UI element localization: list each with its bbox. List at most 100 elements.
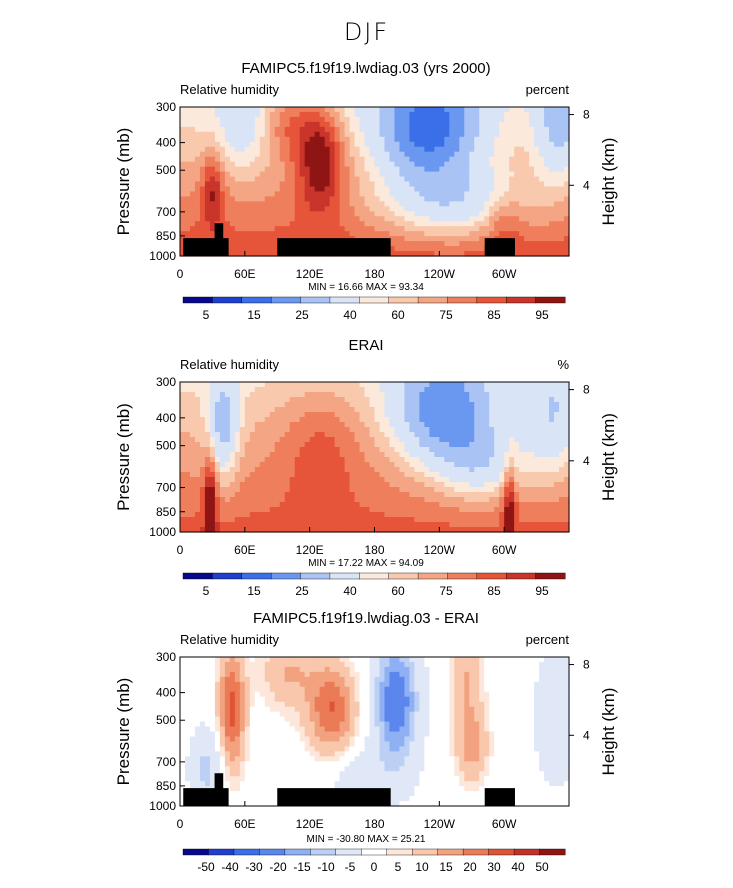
heatmap-cell	[299, 522, 306, 528]
colorbar-swatch	[447, 572, 478, 580]
heatmap-cell	[239, 116, 246, 123]
heatmap-cell	[534, 171, 540, 178]
heatmap-cell	[334, 201, 341, 207]
heatmap-cell	[284, 472, 291, 478]
heatmap-cell	[429, 186, 435, 193]
heatmap-cell	[479, 201, 485, 207]
heatmap-cell	[264, 412, 271, 418]
heatmap-cell	[319, 211, 326, 217]
heatmap-cell	[234, 191, 241, 197]
heatmap-cell	[449, 487, 455, 493]
heatmap-cell	[509, 221, 515, 227]
heatmap-cell	[554, 437, 560, 443]
heatmap-cell	[180, 216, 186, 222]
heatmap-cell	[494, 497, 500, 503]
heatmap-cell	[304, 231, 311, 237]
heatmap-cell	[249, 156, 256, 163]
heatmap-cell	[239, 412, 246, 418]
heatmap-cell	[269, 472, 276, 478]
y-axis-title: Pressure (mb)	[114, 403, 133, 511]
heatmap-cell	[349, 201, 356, 207]
heatmap-cell	[514, 522, 520, 528]
heatmap-cell	[234, 522, 241, 528]
heatmap-cell	[559, 107, 565, 113]
heatmap-cell	[539, 176, 545, 183]
heatmap-cell	[489, 457, 495, 463]
heatmap-cell	[449, 236, 455, 242]
heatmap-cell	[409, 151, 415, 158]
heatmap-cell	[264, 236, 271, 242]
heatmap-cell	[479, 221, 485, 227]
heatmap-cell	[479, 452, 485, 458]
heatmap-cell	[529, 146, 535, 153]
heatmap-cell	[339, 477, 346, 483]
heatmap-cell	[309, 666, 316, 673]
heatmap-cell	[254, 161, 261, 168]
heatmap-cell	[439, 422, 445, 428]
heatmap-cell	[349, 107, 356, 113]
heatmap-cell	[279, 482, 286, 488]
y-right-tick-label: 4	[583, 454, 590, 468]
heatmap-cell	[309, 432, 316, 438]
heatmap-cell	[339, 467, 346, 473]
heatmap-cell	[374, 502, 381, 508]
heatmap-cell	[444, 417, 450, 423]
heatmap-cell	[474, 191, 480, 197]
heatmap-cell	[294, 156, 301, 163]
heatmap-cell	[249, 251, 256, 257]
heatmap-cell	[274, 482, 281, 488]
heatmap-cell	[534, 507, 540, 513]
heatmap-cell	[509, 661, 515, 668]
heatmap-cell	[484, 657, 490, 663]
heatmap-cell	[180, 517, 186, 523]
heatmap-cell	[439, 251, 445, 257]
heatmap-cell	[519, 457, 525, 463]
heatmap-cell	[534, 392, 540, 398]
heatmap-cell	[449, 151, 455, 158]
heatmap-cell	[474, 457, 480, 463]
heatmap-cell	[229, 196, 236, 202]
heatmap-cell	[399, 517, 406, 523]
heatmap-cell	[454, 522, 460, 528]
heatmap-cell	[324, 176, 331, 183]
heatmap-cell	[519, 231, 525, 237]
heatmap-cell	[424, 181, 430, 188]
heatmap-cell	[239, 382, 246, 388]
heatmap-cell	[204, 131, 211, 138]
heatmap-cell	[384, 156, 391, 163]
heatmap-cell	[539, 522, 545, 528]
heatmap-cell	[464, 432, 470, 438]
heatmap-cell	[344, 397, 351, 403]
heatmap-cell	[319, 432, 326, 438]
heatmap-cell	[319, 136, 326, 143]
heatmap-cell	[229, 492, 236, 498]
heatmap-cell	[489, 181, 495, 188]
heatmap-cell	[359, 226, 366, 232]
heatmap-cell	[494, 482, 500, 488]
heatmap-cell	[419, 387, 425, 393]
heatmap-cell	[399, 111, 406, 118]
heatmap-cell	[429, 527, 435, 533]
heatmap-cell	[434, 417, 440, 423]
heatmap-cell	[559, 221, 565, 227]
heatmap-cell	[459, 131, 465, 138]
heatmap-cell	[379, 126, 386, 133]
heatmap-cell	[374, 657, 381, 663]
heatmap-cell	[384, 161, 391, 168]
heatmap-cell	[544, 166, 550, 173]
heatmap-cell	[369, 126, 376, 133]
heatmap-cell	[204, 176, 211, 183]
heatmap-cell	[414, 241, 420, 247]
heatmap-cell	[564, 472, 570, 478]
heatmap-cell	[414, 477, 420, 483]
heatmap-cell	[329, 427, 336, 433]
heatmap-cell	[374, 211, 381, 217]
heatmap-cell	[424, 171, 430, 178]
heatmap-cell	[249, 417, 256, 423]
heatmap-cell	[364, 422, 371, 428]
heatmap-cell	[244, 196, 251, 202]
heatmap-cell	[479, 517, 485, 523]
heatmap-cell	[374, 221, 381, 227]
heatmap-cell	[529, 437, 535, 443]
heatmap-cell	[424, 517, 430, 523]
